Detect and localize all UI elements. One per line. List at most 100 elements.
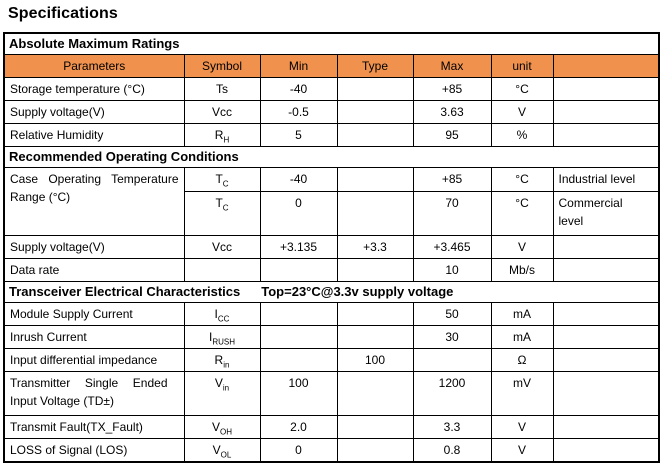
type-cell: [336, 258, 414, 282]
max-cell: 70: [412, 191, 492, 236]
unit-cell: °C: [490, 191, 554, 236]
symbol-subscript: OL: [220, 450, 232, 460]
column-header-min: Min: [259, 54, 338, 78]
symbol-cell: Ts: [183, 77, 261, 101]
table-row: Storage temperature (°C) Ts -40 +85 °C: [3, 77, 660, 101]
unit-cell: V: [490, 235, 554, 259]
type-cell: [336, 167, 414, 192]
section-row-transceiver-electrical-characteristics: Transceiver Electrical Characteristics To…: [3, 281, 660, 303]
symbol-base: T: [215, 196, 223, 210]
param-cell: Transmitter Single Ended Input Voltage (…: [3, 371, 185, 416]
min-cell: [259, 325, 338, 349]
section-title-transceiver-electrical-characteristics: Transceiver Electrical Characteristics To…: [3, 281, 660, 303]
note-cell: Industrial level: [552, 167, 660, 192]
symbol-cell: VOL: [183, 438, 261, 463]
note-cell: [552, 325, 660, 349]
type-cell: [336, 415, 414, 439]
note-cell: [552, 371, 660, 416]
symbol-cell: Vcc: [183, 100, 261, 124]
param-cell: Transmit Fault(TX_Fault): [3, 415, 185, 439]
max-cell: 30: [412, 325, 492, 349]
param-cell: Relative Humidity: [3, 123, 185, 147]
type-cell: [336, 302, 414, 326]
specifications-table: Absolute Maximum Ratings Parameters Symb…: [3, 32, 660, 463]
min-cell: [259, 258, 338, 282]
section-title-absolute-maximum-ratings: Absolute Maximum Ratings: [3, 32, 660, 55]
column-header-unit: unit: [490, 54, 554, 78]
unit-cell: Ω: [490, 348, 554, 372]
table-row: Data rate 10 Mb/s: [3, 258, 660, 282]
unit-cell: V: [490, 438, 554, 463]
table-row: Relative Humidity RH 5 95 %: [3, 123, 660, 147]
note-cell: [552, 348, 660, 372]
min-cell: -0.5: [259, 100, 338, 124]
type-cell: 100: [336, 348, 414, 372]
min-cell: -40: [259, 167, 338, 192]
unit-cell: %: [490, 123, 554, 147]
symbol-subscript: RUSH: [212, 337, 235, 347]
column-header-max: Max: [412, 54, 492, 78]
max-cell: 3.3: [412, 415, 492, 439]
note-cell: [552, 438, 660, 463]
type-cell: [336, 100, 414, 124]
symbol-base: V: [212, 443, 221, 457]
type-cell: [336, 371, 414, 416]
symbol-subscript: in: [223, 360, 230, 370]
unit-cell: °C: [490, 167, 554, 192]
unit-cell: V: [490, 100, 554, 124]
unit-cell: mA: [490, 302, 554, 326]
min-cell: 100: [259, 371, 338, 416]
param-cell: Data rate: [3, 258, 185, 282]
max-cell: 1200: [412, 371, 492, 416]
table-row: Case Operating Temperature Range (°C) TC…: [3, 167, 660, 236]
type-cell: [336, 123, 414, 147]
symbol-base: I: [208, 330, 213, 344]
min-cell: [259, 302, 338, 326]
section-title-recommended-operating-conditions: Recommended Operating Conditions: [3, 146, 660, 168]
symbol-base: V: [214, 376, 223, 390]
min-cell: [259, 348, 338, 372]
param-cell: Module Supply Current: [3, 302, 185, 326]
max-cell: [412, 348, 492, 372]
symbol-base: Vcc: [211, 105, 232, 119]
symbol-base: Vcc: [211, 240, 232, 254]
symbol-cell: Vcc: [183, 235, 261, 259]
table-row: Transmit Fault(TX_Fault) VOH 2.0 3.3 V: [3, 415, 660, 439]
max-cell: 10: [412, 258, 492, 282]
table-row: Supply voltage(V) Vcc -0.5 3.63 V: [3, 100, 660, 124]
symbol-base: Ts: [216, 82, 228, 96]
type-cell: [336, 325, 414, 349]
page-title: Specifications: [8, 5, 118, 22]
symbol-subscript: OH: [220, 427, 232, 437]
max-cell: 50: [412, 302, 492, 326]
unit-cell: °C: [490, 77, 554, 101]
table-row: Supply voltage(V) Vcc +3.135 +3.3 +3.465…: [3, 235, 660, 259]
max-cell: +85: [412, 77, 492, 101]
symbol-cell: TC: [183, 167, 261, 192]
note-cell: [552, 415, 660, 439]
type-cell: [336, 191, 414, 236]
unit-cell: mA: [490, 325, 554, 349]
section-row-recommended-operating-conditions: Recommended Operating Conditions: [3, 146, 660, 168]
table-row: Inrush Current IRUSH 30 mA: [3, 325, 660, 349]
min-cell: +3.135: [259, 235, 338, 259]
table-header-row: Parameters Symbol Min Type Max unit: [3, 54, 660, 78]
symbol-subscript: CC: [217, 314, 230, 324]
symbol-subscript: in: [222, 383, 230, 393]
note-cell: [552, 302, 660, 326]
min-cell: 2.0: [259, 415, 338, 439]
symbol-cell: Vin: [183, 371, 261, 416]
table-row: LOSS of Signal (LOS) VOL 0 0.8 V: [3, 438, 660, 463]
section-title-text: Transceiver Electrical Characteristics: [9, 284, 241, 299]
symbol-subscript: H: [223, 135, 230, 145]
symbol-cell: VOH: [183, 415, 261, 439]
unit-cell: Mb/s: [490, 258, 554, 282]
param-cell: Inrush Current: [3, 325, 185, 349]
min-cell: 5: [259, 123, 338, 147]
symbol-base: R: [214, 128, 224, 142]
symbol-cell: RH: [183, 123, 261, 147]
max-cell: 95: [412, 123, 492, 147]
symbol-cell: TC: [183, 191, 261, 236]
max-cell: +85: [412, 167, 492, 192]
column-header-type: Type: [336, 54, 414, 78]
